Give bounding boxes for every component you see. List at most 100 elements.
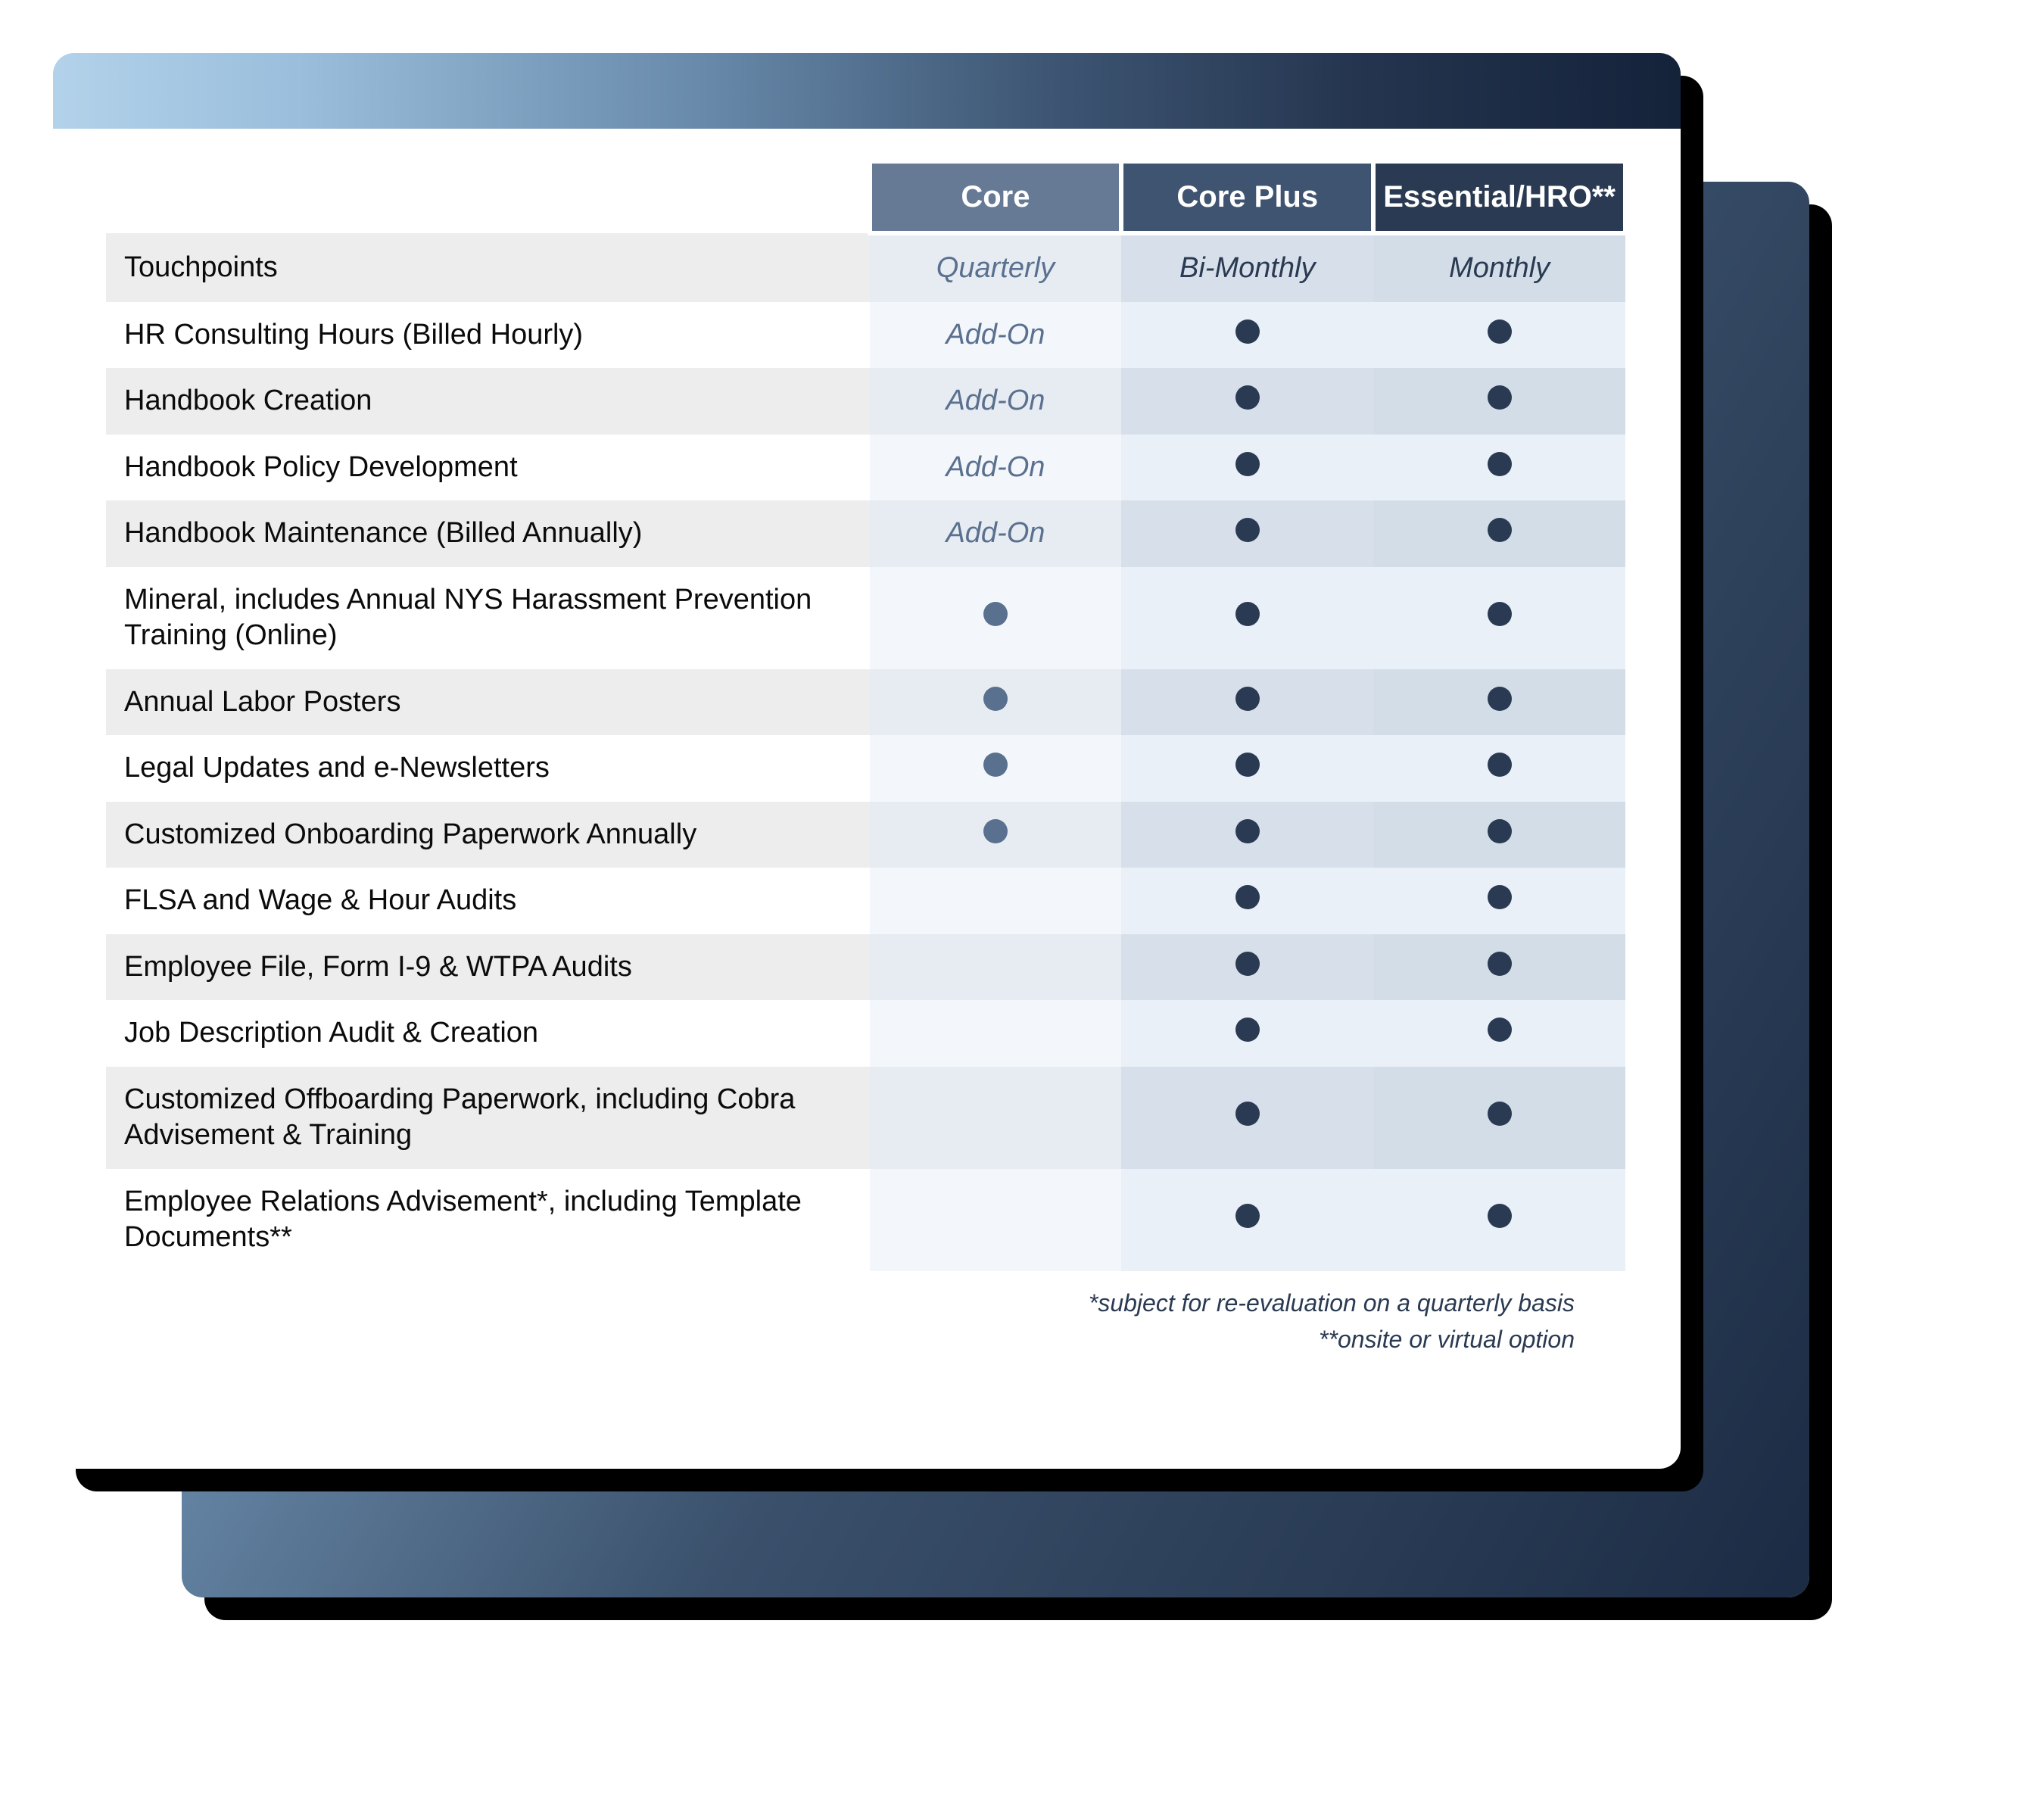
feature-cell: Customized Onboarding Paperwork Annually xyxy=(106,802,870,868)
value-cell-core: Add-On xyxy=(870,435,1122,501)
value-cell-core xyxy=(870,567,1122,669)
value-cell-essential xyxy=(1373,669,1625,736)
included-dot-icon xyxy=(1235,1204,1260,1228)
value-cell-essential xyxy=(1373,735,1625,802)
footnotes: *subject for re-evaluation on a quarterl… xyxy=(106,1271,1628,1357)
value-cell-essential xyxy=(1373,302,1625,369)
included-dot-icon xyxy=(1488,1018,1512,1042)
value-cell-coreplus xyxy=(1121,802,1373,868)
included-dot-icon xyxy=(983,753,1008,777)
table-row: Customized Onboarding Paperwork Annually xyxy=(106,802,1625,868)
included-dot-icon xyxy=(1488,319,1512,344)
feature-cell: Handbook Creation xyxy=(106,368,870,435)
value-cell-coreplus xyxy=(1121,302,1373,369)
value-cell-coreplus: Bi-Monthly xyxy=(1121,233,1373,302)
feature-cell: Handbook Maintenance (Billed Annually) xyxy=(106,500,870,567)
table-row: TouchpointsQuarterlyBi-MonthlyMonthly xyxy=(106,233,1625,302)
table-row: Mineral, includes Annual NYS Harassment … xyxy=(106,567,1625,669)
value-cell-core: Quarterly xyxy=(870,233,1122,302)
stage: CoreCore PlusEssential/HRO** Touchpoints… xyxy=(53,53,1991,1764)
table-row: Employee Relations Advisement*, includin… xyxy=(106,1169,1625,1271)
value-cell-core xyxy=(870,1067,1122,1169)
value-cell-core xyxy=(870,802,1122,868)
value-cell-essential xyxy=(1373,435,1625,501)
comparison-table: CoreCore PlusEssential/HRO** Touchpoints… xyxy=(106,159,1628,1271)
value-cell-essential: Monthly xyxy=(1373,233,1625,302)
included-dot-icon xyxy=(1235,885,1260,909)
included-dot-icon xyxy=(1488,602,1512,626)
included-dot-icon xyxy=(1235,518,1260,542)
header-row: CoreCore PlusEssential/HRO** xyxy=(106,161,1625,233)
top-gradient-band xyxy=(53,53,1681,129)
value-cell-core xyxy=(870,934,1122,1001)
value-cell-essential xyxy=(1373,868,1625,934)
included-dot-icon xyxy=(1235,819,1260,843)
value-cell-coreplus xyxy=(1121,1000,1373,1067)
value-cell-coreplus xyxy=(1121,868,1373,934)
value-cell-coreplus xyxy=(1121,435,1373,501)
value-cell-coreplus xyxy=(1121,1067,1373,1169)
included-dot-icon xyxy=(1488,753,1512,777)
table-row: Handbook Maintenance (Billed Annually)Ad… xyxy=(106,500,1625,567)
included-dot-icon xyxy=(1488,952,1512,976)
feature-cell: HR Consulting Hours (Billed Hourly) xyxy=(106,302,870,369)
value-cell-coreplus xyxy=(1121,567,1373,669)
included-dot-icon xyxy=(1488,1102,1512,1126)
value-cell-essential xyxy=(1373,802,1625,868)
plan-header-core: Core xyxy=(870,161,1122,233)
value-cell-core xyxy=(870,1000,1122,1067)
included-dot-icon xyxy=(1488,452,1512,476)
feature-cell: Customized Offboarding Paperwork, includ… xyxy=(106,1067,870,1169)
included-dot-icon xyxy=(1235,952,1260,976)
value-cell-core: Add-On xyxy=(870,302,1122,369)
value-cell-core xyxy=(870,868,1122,934)
table-row: FLSA and Wage & Hour Audits xyxy=(106,868,1625,934)
included-dot-icon xyxy=(983,687,1008,711)
feature-cell: Legal Updates and e-Newsletters xyxy=(106,735,870,802)
value-cell-coreplus xyxy=(1121,368,1373,435)
value-cell-essential xyxy=(1373,567,1625,669)
feature-cell: FLSA and Wage & Hour Audits xyxy=(106,868,870,934)
value-cell-core: Add-On xyxy=(870,500,1122,567)
table-row: Job Description Audit & Creation xyxy=(106,1000,1625,1067)
value-cell-essential xyxy=(1373,1000,1625,1067)
header-blank xyxy=(106,161,870,233)
content-area: CoreCore PlusEssential/HRO** Touchpoints… xyxy=(53,129,1681,1380)
value-cell-core xyxy=(870,1169,1122,1271)
feature-cell: Employee Relations Advisement*, includin… xyxy=(106,1169,870,1271)
value-cell-essential xyxy=(1373,1169,1625,1271)
value-cell-core xyxy=(870,669,1122,736)
included-dot-icon xyxy=(983,602,1008,626)
feature-cell: Employee File, Form I-9 & WTPA Audits xyxy=(106,934,870,1001)
included-dot-icon xyxy=(1488,385,1512,410)
feature-cell: Job Description Audit & Creation xyxy=(106,1000,870,1067)
value-cell-essential xyxy=(1373,934,1625,1001)
table-body: TouchpointsQuarterlyBi-MonthlyMonthlyHR … xyxy=(106,233,1625,1271)
included-dot-icon xyxy=(1488,518,1512,542)
included-dot-icon xyxy=(1235,452,1260,476)
value-cell-coreplus xyxy=(1121,1169,1373,1271)
value-cell-core xyxy=(870,735,1122,802)
table-row: Customized Offboarding Paperwork, includ… xyxy=(106,1067,1625,1169)
table-head: CoreCore PlusEssential/HRO** xyxy=(106,161,1625,233)
included-dot-icon xyxy=(1235,602,1260,626)
plan-header-essential: Essential/HRO** xyxy=(1373,161,1625,233)
included-dot-icon xyxy=(1235,687,1260,711)
included-dot-icon xyxy=(1235,753,1260,777)
value-cell-coreplus xyxy=(1121,934,1373,1001)
included-dot-icon xyxy=(1488,819,1512,843)
included-dot-icon xyxy=(1488,885,1512,909)
feature-cell: Handbook Policy Development xyxy=(106,435,870,501)
included-dot-icon xyxy=(1235,1018,1260,1042)
included-dot-icon xyxy=(983,819,1008,843)
table-row: Annual Labor Posters xyxy=(106,669,1625,736)
value-cell-coreplus xyxy=(1121,669,1373,736)
feature-cell: Mineral, includes Annual NYS Harassment … xyxy=(106,567,870,669)
included-dot-icon xyxy=(1235,319,1260,344)
plan-header-coreplus: Core Plus xyxy=(1121,161,1373,233)
value-cell-core: Add-On xyxy=(870,368,1122,435)
table-row: Employee File, Form I-9 & WTPA Audits xyxy=(106,934,1625,1001)
value-cell-coreplus xyxy=(1121,500,1373,567)
table-row: Handbook Policy DevelopmentAdd-On xyxy=(106,435,1625,501)
included-dot-icon xyxy=(1235,385,1260,410)
